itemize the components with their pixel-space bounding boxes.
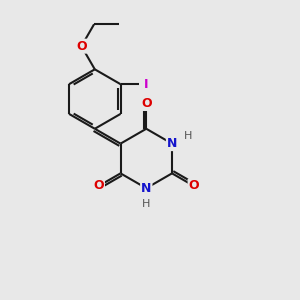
Text: O: O [141, 97, 152, 110]
Text: N: N [141, 182, 152, 195]
Text: O: O [93, 179, 104, 193]
Text: I: I [144, 78, 148, 91]
Text: H: H [142, 199, 151, 209]
Text: H: H [184, 131, 192, 141]
Text: O: O [189, 179, 199, 193]
Text: O: O [76, 40, 87, 53]
Text: N: N [167, 137, 177, 150]
